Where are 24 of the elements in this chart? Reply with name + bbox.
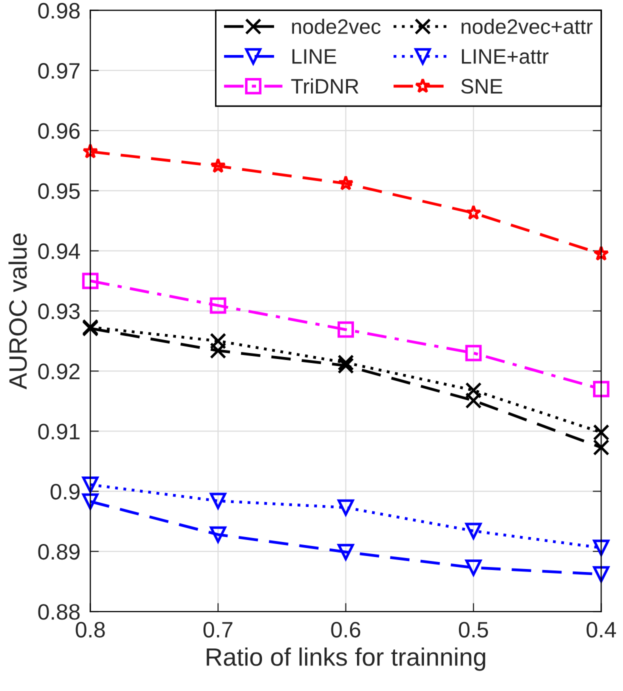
x-tick-label: 0.8: [76, 622, 105, 638]
y-tick-label: 0.9: [50, 484, 80, 500]
legend-label: node2vec+attr: [462, 18, 593, 34]
x-axis-title: Ratio of links for trainning: [206, 648, 486, 671]
y-tick-label: 0.96: [38, 123, 80, 139]
legend-label: LINE+attr: [462, 49, 548, 64]
x-tick-label: 0.5: [458, 622, 488, 638]
legend-label: SNE: [461, 78, 502, 94]
legend-label: node2vec: [292, 18, 381, 34]
legend-label: TriDNR: [291, 78, 358, 94]
y-tick-label: 0.88: [38, 604, 80, 620]
legend-label: LINE: [292, 49, 336, 64]
y-tick-label: 0.92: [38, 364, 80, 380]
x-tick-label: 0.4: [586, 622, 616, 638]
y-tick-label: 0.89: [38, 544, 80, 560]
x-tick-label: 0.6: [331, 622, 360, 638]
y-tick-label: 0.98: [38, 2, 80, 19]
x-tick-label: 0.7: [203, 622, 232, 638]
y-axis-title: AUROC value: [8, 234, 27, 390]
y-tick-label: 0.95: [38, 183, 80, 199]
y-tick-label: 0.97: [38, 63, 80, 79]
y-tick-label: 0.93: [38, 303, 80, 320]
y-tick-label: 0.91: [38, 424, 80, 440]
y-tick-label: 0.94: [38, 243, 80, 260]
